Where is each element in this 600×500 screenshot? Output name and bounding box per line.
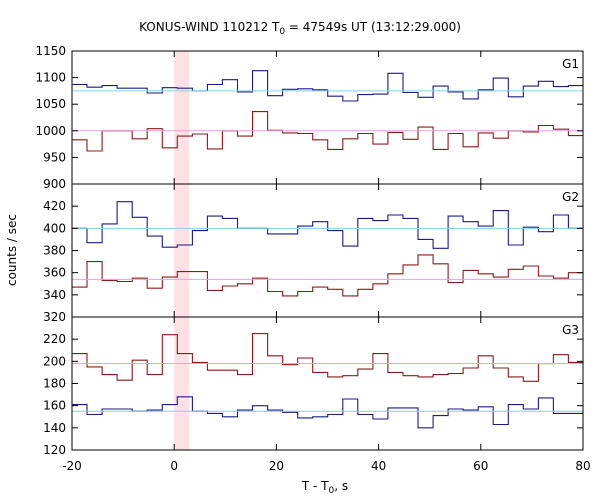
g1-ytick-label: 900	[43, 177, 66, 191]
g3-series-blue	[72, 396, 583, 429]
chart-title-prefix: KONUS-WIND 110212 T	[139, 20, 280, 34]
g2-ytick-label: 340	[43, 288, 66, 302]
chart-title: KONUS-WIND 110212 T0 = 47549s UT (13:12:…	[0, 20, 600, 37]
g1-series-red	[72, 111, 583, 152]
g2-panel-label: G2	[562, 190, 579, 204]
x-axis-label-suffix: , s	[334, 479, 349, 493]
g2-ytick-label: 320	[43, 310, 66, 324]
g3-ytick-label: 200	[43, 354, 66, 368]
y-axis-label: counts / sec	[5, 213, 19, 287]
g2-ytick-label: 420	[43, 199, 66, 213]
xtick-label: 20	[269, 459, 284, 473]
g3-ytick-label: 180	[43, 377, 66, 391]
x-axis-label: T - T0, s	[0, 479, 600, 496]
g1-ytick-label: 1050	[35, 97, 66, 111]
g2-frame	[71, 183, 584, 318]
g1-frame	[71, 50, 584, 185]
g2-ytick-label: 380	[43, 244, 66, 258]
g2-ytick-label: 400	[43, 221, 66, 235]
g3-ytick-label: 140	[43, 421, 66, 435]
g3-ytick-label: 220	[43, 332, 66, 346]
x-axis-label-sub: 0	[328, 486, 335, 496]
chart-title-sub: 0	[279, 27, 286, 37]
xtick-label: 80	[575, 459, 590, 473]
chart-title-suffix: = 47549s UT (13:12:29.000)	[285, 20, 461, 34]
xtick-label: -20	[62, 459, 82, 473]
g2-series-red	[72, 254, 583, 297]
g1-ytick-label: 950	[43, 150, 66, 164]
g3-panel-label: G3	[562, 323, 579, 337]
xtick-label: 60	[473, 459, 488, 473]
g3-series-red	[72, 333, 583, 382]
g3-ytick-label: 160	[43, 399, 66, 413]
xtick-label: 40	[371, 459, 386, 473]
g1-trigger-band	[174, 51, 190, 184]
x-axis-label-prefix: T - T	[301, 479, 329, 493]
g1-ytick-label: 1150	[35, 44, 66, 58]
g1-ytick-label: 1000	[35, 124, 66, 138]
g2-ytick-label: 360	[43, 266, 66, 280]
g3-ytick-label: 120	[43, 443, 66, 457]
g1-series-blue	[72, 70, 583, 102]
xtick-label: 0	[170, 459, 178, 473]
g3-frame	[71, 316, 584, 451]
g2-series-blue	[72, 201, 583, 249]
g1-ytick-label: 1100	[35, 71, 66, 85]
g1-panel-label: G1	[562, 57, 579, 71]
g3-trigger-band	[174, 317, 190, 450]
g2-trigger-band	[174, 184, 190, 317]
